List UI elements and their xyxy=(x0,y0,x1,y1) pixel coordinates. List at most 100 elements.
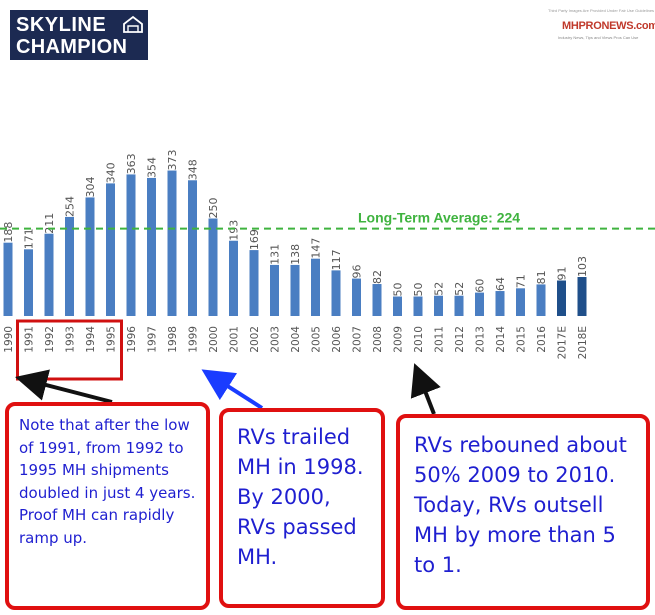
note-right-text: RVs rebouned about 50% 2009 to 2010. Tod… xyxy=(414,433,627,577)
x-tick-label-1990: 1990 xyxy=(3,326,15,353)
x-tick-label-1991: 1991 xyxy=(24,326,36,353)
bar-1997 xyxy=(147,177,156,316)
x-tick-label-2000: 2000 xyxy=(208,326,220,353)
bar-2012 xyxy=(454,295,464,316)
x-tick-label-2008: 2008 xyxy=(372,326,384,353)
value-label-2013: 60 xyxy=(474,279,487,293)
x-tick-label-1993: 1993 xyxy=(65,326,77,353)
x-tick-label-2003: 2003 xyxy=(270,326,282,353)
bar-2016 xyxy=(536,284,546,316)
x-tick-label-1994: 1994 xyxy=(85,326,97,353)
mhpronews-tagline: Industry News, Tips and Views Pros Can U… xyxy=(558,35,639,40)
x-tick-label-1995: 1995 xyxy=(106,326,118,353)
logo-line-1: SKYLINE xyxy=(16,14,107,36)
value-label-2008: 82 xyxy=(371,270,384,284)
value-label-2016: 81 xyxy=(535,270,548,284)
x-tick-label-2006: 2006 xyxy=(331,326,343,353)
value-label-1998: 373 xyxy=(166,150,179,171)
bar-2018E xyxy=(577,277,587,316)
house-icon xyxy=(123,15,143,33)
note-middle-box: RVs trailed MH in 1998. By 2000, RVs pas… xyxy=(219,408,385,608)
value-label-2012: 52 xyxy=(453,282,466,296)
bar-2002 xyxy=(249,250,259,316)
value-label-2004: 138 xyxy=(289,244,302,265)
note-middle-text: RVs trailed MH in 1998. By 2000, RVs pas… xyxy=(237,425,364,569)
value-label-2005: 147 xyxy=(310,238,323,259)
bar-2014 xyxy=(495,291,505,316)
x-tick-label-2002: 2002 xyxy=(249,326,261,353)
logo-line-2: CHAMPION xyxy=(16,36,128,58)
bar-2017E xyxy=(557,280,566,316)
bar-2003 xyxy=(270,264,279,316)
value-label-1990: 188 xyxy=(2,222,15,243)
long-term-average-label: Long-Term Average: 224 xyxy=(358,210,520,226)
bar-1993 xyxy=(65,216,74,316)
x-tick-label-2007: 2007 xyxy=(352,326,364,353)
value-label-2009: 50 xyxy=(392,283,405,297)
bar-2013 xyxy=(475,292,484,316)
note-right-box: RVs rebouned about 50% 2009 to 2010. Tod… xyxy=(396,414,650,610)
value-label-1997: 354 xyxy=(146,157,159,178)
bar-1992 xyxy=(44,233,54,316)
highlight-box-1991-1995 xyxy=(16,319,123,381)
value-label-2006: 117 xyxy=(330,249,343,270)
bar-1996 xyxy=(126,174,136,316)
value-label-2015: 71 xyxy=(515,274,528,288)
bar-1991 xyxy=(24,249,33,316)
x-tick-label-2017E: 2017E xyxy=(557,326,569,359)
x-tick-label-2011: 2011 xyxy=(434,326,446,353)
bar-1994 xyxy=(85,197,95,316)
bar-2015 xyxy=(516,288,525,316)
bar-2004 xyxy=(290,264,300,316)
bar-2011 xyxy=(434,295,443,316)
value-label-1992: 211 xyxy=(43,213,56,234)
bar-2010 xyxy=(413,296,423,316)
value-label-2003: 131 xyxy=(269,244,282,265)
value-label-1991: 171 xyxy=(23,228,36,249)
value-label-2010: 50 xyxy=(412,283,425,297)
x-tick-label-2009: 2009 xyxy=(393,326,405,353)
bar-1990 xyxy=(3,242,13,316)
skyline-champion-logo: SKYLINE CHAMPION xyxy=(10,10,148,60)
x-tick-label-2010: 2010 xyxy=(413,326,425,353)
mhpronews-badge: Third Party Images Are Provided Under Fa… xyxy=(548,8,655,46)
fair-use-note: Third Party Images Are Provided Under Fa… xyxy=(548,8,655,13)
x-tick-label-2014: 2014 xyxy=(495,326,507,353)
value-label-2002: 169 xyxy=(248,229,261,250)
value-label-2011: 52 xyxy=(433,282,446,296)
bar-2006 xyxy=(331,270,341,316)
x-tick-label-1997: 1997 xyxy=(147,326,159,353)
bar-2009 xyxy=(393,296,402,316)
x-tick-label-2004: 2004 xyxy=(290,326,302,353)
value-label-1999: 348 xyxy=(187,159,200,180)
note-left-box: Note that after the low of 1991, from 19… xyxy=(5,402,210,610)
arrow-middle xyxy=(201,369,264,410)
bar-2000 xyxy=(208,218,218,316)
value-label-2014: 64 xyxy=(494,277,507,291)
x-tick-label-1996: 1996 xyxy=(126,326,138,353)
bar-2001 xyxy=(229,240,238,316)
value-label-1996: 363 xyxy=(125,153,138,174)
bar-1998 xyxy=(167,170,177,316)
value-label-2007: 96 xyxy=(351,265,364,279)
value-label-1995: 340 xyxy=(105,162,118,183)
arrow-left xyxy=(15,369,113,404)
bar-1995 xyxy=(106,183,115,316)
x-tick-label-2018E: 2018E xyxy=(577,326,589,359)
value-label-2018E: 103 xyxy=(576,256,589,277)
bar-2008 xyxy=(372,284,382,316)
x-tick-label-2012: 2012 xyxy=(454,326,466,353)
arrow-right xyxy=(410,363,441,415)
value-label-2001: 193 xyxy=(228,220,241,241)
value-label-1993: 254 xyxy=(64,196,77,217)
value-label-1994: 304 xyxy=(84,176,97,197)
note-left-text: Note that after the low of 1991, from 19… xyxy=(19,416,196,547)
x-tick-label-1992: 1992 xyxy=(44,326,56,353)
x-tick-label-2016: 2016 xyxy=(536,326,548,353)
bar-2005 xyxy=(311,258,320,316)
value-label-2017E: 91 xyxy=(556,267,569,281)
x-tick-label-1999: 1999 xyxy=(188,326,200,353)
x-tick-label-2013: 2013 xyxy=(475,326,487,353)
x-tick-label-1998: 1998 xyxy=(167,326,179,353)
